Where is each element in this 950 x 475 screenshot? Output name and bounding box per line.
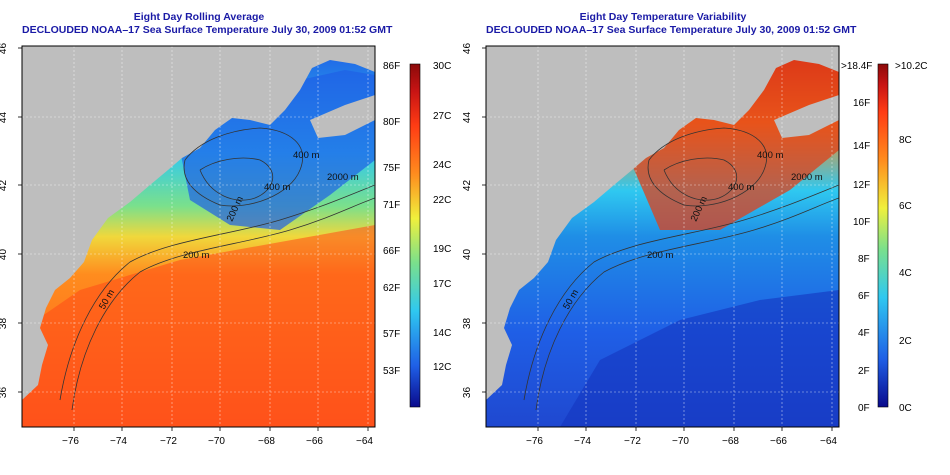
left-map-title-line1: Eight Day Rolling Average [133,11,265,23]
right-colorbar-f-label: 12F [853,180,871,191]
right-colorbar-f-label: 16F [853,98,871,109]
right-colorbar-c-label: 2C [899,336,912,347]
left-map: 400 m 400 m 2000 m 200 m 200 m 50 m [22,46,375,427]
left-contour-label-4: 200 m [183,250,209,261]
left-colorbar-f-label: 75F [383,163,401,174]
right-map-gridlines [486,46,839,427]
left-y-tick: 46 [0,42,10,55]
right-map: 400 m 400 m 2000 m 200 m 200 m 50 m [486,46,839,427]
right-colorbar-f-label: 4F [858,328,870,339]
left-map-title: Eight Day Rolling Average DECLOUDED NOAA… [22,11,393,37]
left-colorbar-c-label: 24C [433,160,452,171]
right-map-contours [523,127,839,411]
right-map-low-variability-zone [560,290,839,427]
right-map-nova-scotia [774,95,839,138]
right-contour-label-1: 400 m [757,150,783,161]
left-contour-label-3: 2000 m [327,172,359,183]
left-map-land [22,46,375,400]
right-map-title-line1: Eight Day Temperature Variability [579,11,747,23]
left-y-tick: 38 [0,317,10,330]
left-x-tick: −68 [258,436,275,447]
right-colorbar-c-label: 8C [899,135,912,146]
right-colorbar-f-label: 8F [858,254,870,265]
left-colorbar-c-label: 19C [433,244,452,255]
right-map-title-line2: DECLOUDED NOAA–17 Sea Surface Temperatur… [486,24,857,36]
left-colorbar-f-label: 53F [383,366,401,377]
left-contour-label-1: 400 m [293,150,319,161]
right-x-tick: −68 [722,436,739,447]
left-colorbar-c-label: 27C [433,111,452,122]
left-x-tick: −74 [110,436,127,447]
left-contour-label-2: 400 m [264,182,290,193]
left-map-cold-gulf-of-maine [180,70,375,230]
right-x-tick: −66 [770,436,787,447]
left-map-contours [59,127,375,411]
right-x-tick: −64 [820,436,837,447]
left-x-tick: −76 [62,436,79,447]
left-colorbar-c-label: 22C [433,195,452,206]
right-map-title: Eight Day Temperature Variability DECLOU… [486,11,857,37]
right-y-tick: 38 [462,317,474,330]
left-y-tick: 36 [0,386,10,399]
left-colorbar-c-label: 12C [433,362,452,373]
right-x-tick: −72 [624,436,641,447]
right-y-tick: 46 [462,42,474,55]
left-map-frame [21,45,376,428]
right-y-tick: 36 [462,386,474,399]
right-colorbar-c-label: 6C [899,201,912,212]
left-y-tick: 42 [0,179,10,192]
right-y-tick: 44 [462,111,474,124]
left-x-tick: −72 [160,436,177,447]
left-colorbar-c-label: 14C [433,328,452,339]
left-colorbar-f-label: 66F [383,246,401,257]
right-x-tick: −70 [672,436,689,447]
left-x-tick: −66 [306,436,323,447]
right-colorbar-f-label: 2F [858,366,870,377]
left-map-warm-south [22,225,375,427]
left-colorbar-c-label: 17C [433,279,452,290]
right-colorbar-f-label: 10F [853,217,871,228]
right-map-land [486,46,839,400]
left-map-nova-scotia [310,95,375,138]
right-colorbar-f-label: >18.4F [841,61,873,72]
right-colorbar-c-label: 4C [899,268,912,279]
right-colorbar-c-label: 0C [899,403,912,414]
right-x-tick: −74 [574,436,591,447]
left-y-tick: 40 [0,248,10,261]
left-colorbar-f-label: 71F [383,200,401,211]
left-map-gridlines [22,46,375,427]
left-x-tick: −64 [356,436,373,447]
left-y-tick: 44 [0,111,10,124]
right-contour-label-4: 200 m [647,250,673,261]
right-colorbar [877,63,889,408]
right-colorbar-c-label: >10.2C [895,61,928,72]
right-y-tick: 40 [462,248,474,261]
axis-tick-marks [18,47,833,431]
right-y-tick: 42 [462,179,474,192]
right-colorbar-f-label: 6F [858,291,870,302]
right-contour-label-2: 400 m [728,182,754,193]
right-contour-label-3: 2000 m [791,172,823,183]
left-colorbar [409,63,421,408]
right-x-tick: −76 [526,436,543,447]
left-x-tick: −70 [208,436,225,447]
left-colorbar-f-label: 62F [383,283,401,294]
right-colorbar-f-label: 0F [858,403,870,414]
left-colorbar-f-label: 80F [383,117,401,128]
left-colorbar-f-label: 86F [383,61,401,72]
right-map-frame [485,45,840,428]
left-colorbar-f-label: 57F [383,329,401,340]
left-map-title-line2: DECLOUDED NOAA–17 Sea Surface Temperatur… [22,24,393,36]
left-colorbar-c-label: 30C [433,61,452,72]
right-colorbar-f-label: 14F [853,141,871,152]
